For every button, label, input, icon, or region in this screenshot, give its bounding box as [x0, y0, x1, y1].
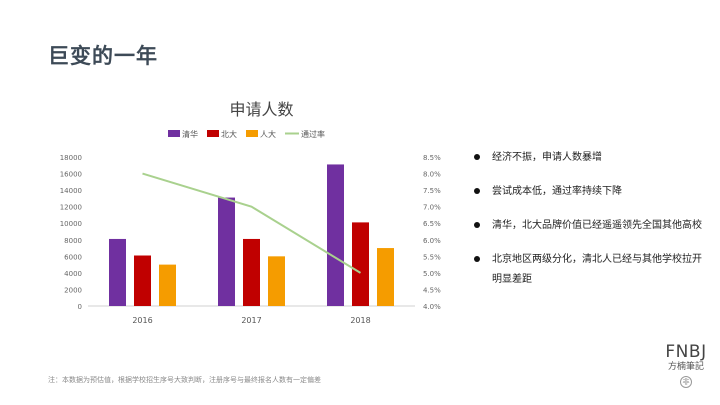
y-tick-label: 12000	[60, 204, 82, 212]
y-tick-label: 0	[78, 303, 82, 311]
bullet-item: 经济不振，申请人数暴增	[474, 148, 704, 168]
bullet-item: 尝试成本低，通过率持续下降	[474, 182, 704, 202]
y-tick-label: 4000	[64, 270, 82, 278]
bar-清华	[218, 197, 235, 306]
bullet-text: 北京地区两级分化，清北人已经与其他学校拉开明显差距	[492, 254, 702, 285]
bullet-text: 尝试成本低，通过率持续下降	[492, 186, 622, 197]
bullet-text: 经济不振，申请人数暴增	[492, 152, 602, 163]
y-tick-label: 18000	[60, 154, 82, 162]
brand-logo: FNBJ 方楠筆記 非	[662, 343, 710, 388]
y2-tick-label: 5.5%	[423, 253, 441, 261]
logo-seal-icon: 非	[680, 376, 692, 388]
y2-tick-label: 8.5%	[423, 154, 441, 162]
bar-人大	[268, 256, 285, 306]
slide-title: 巨变的一年	[48, 44, 158, 68]
chart-container: 申请人数清华 北大 人大 通过率 0 2000 4000 6000 8000 10000 12000…	[40, 95, 470, 335]
legend-label: 北大	[221, 129, 237, 139]
legend-swatch	[168, 130, 180, 137]
y2-tick-label: 6.5%	[423, 220, 441, 228]
y-tick-label: 2000	[64, 286, 82, 294]
line-通过率	[142, 172, 362, 274]
footnote: 注：本数据为预估值，根据学校招生序号大致判断，注册序号与最终报名人数有一定偏差	[48, 376, 321, 384]
bullet-dot-icon	[474, 154, 480, 160]
bullet-item: 清华，北大品牌价值已经遥遥领先全国其他高校	[474, 216, 704, 236]
logo-text: 方楠筆記	[667, 362, 704, 372]
y2-tick-label: 4.0%	[423, 303, 441, 311]
bar-北大	[134, 255, 151, 306]
y2-tick-label: 4.5%	[423, 286, 441, 294]
y2-tick-label: 6.0%	[423, 237, 441, 245]
legend-label: 清华	[182, 129, 198, 139]
legend-swatch	[246, 130, 258, 137]
bullet-dot-icon	[474, 256, 480, 262]
x-tick-label: 2017	[241, 316, 261, 325]
bullet-dot-icon	[474, 222, 480, 228]
legend-label: 人大	[260, 129, 276, 139]
bullet-dot-icon	[474, 188, 480, 194]
x-tick-label: 2018	[350, 316, 370, 325]
bar-人大	[159, 264, 176, 306]
legend-swatch	[207, 130, 219, 137]
y-tick-label: 6000	[64, 253, 82, 261]
y-tick-label: 10000	[60, 220, 82, 228]
bullet-list: 经济不振，申请人数暴增 尝试成本低，通过率持续下降 清华，北大品牌价值已经遥遥领…	[474, 148, 704, 304]
bar-人大	[377, 248, 394, 306]
bar-北大	[352, 222, 369, 306]
bullet-item: 北京地区两级分化，清北人已经与其他学校拉开明显差距	[474, 250, 704, 290]
legend-label: 通过率	[301, 129, 325, 139]
bar-清华	[327, 164, 344, 306]
y2-tick-label: 7.5%	[423, 187, 441, 195]
y-tick-label: 16000	[60, 171, 82, 179]
bar-北大	[243, 238, 260, 306]
x-tick-label: 2016	[132, 316, 152, 325]
y2-tick-label: 7.0%	[423, 204, 441, 212]
y-tick-label: 14000	[60, 187, 82, 195]
logo-mark: FNBJ	[665, 342, 707, 362]
y-tick-label: 8000	[64, 237, 82, 245]
bullet-text: 清华，北大品牌价值已经遥遥领先全国其他高校	[492, 220, 702, 231]
y2-tick-label: 5.0%	[423, 270, 441, 278]
bar-清华	[109, 238, 126, 306]
chart-title: 申请人数	[229, 100, 293, 119]
y2-tick-label: 8.0%	[423, 171, 441, 179]
